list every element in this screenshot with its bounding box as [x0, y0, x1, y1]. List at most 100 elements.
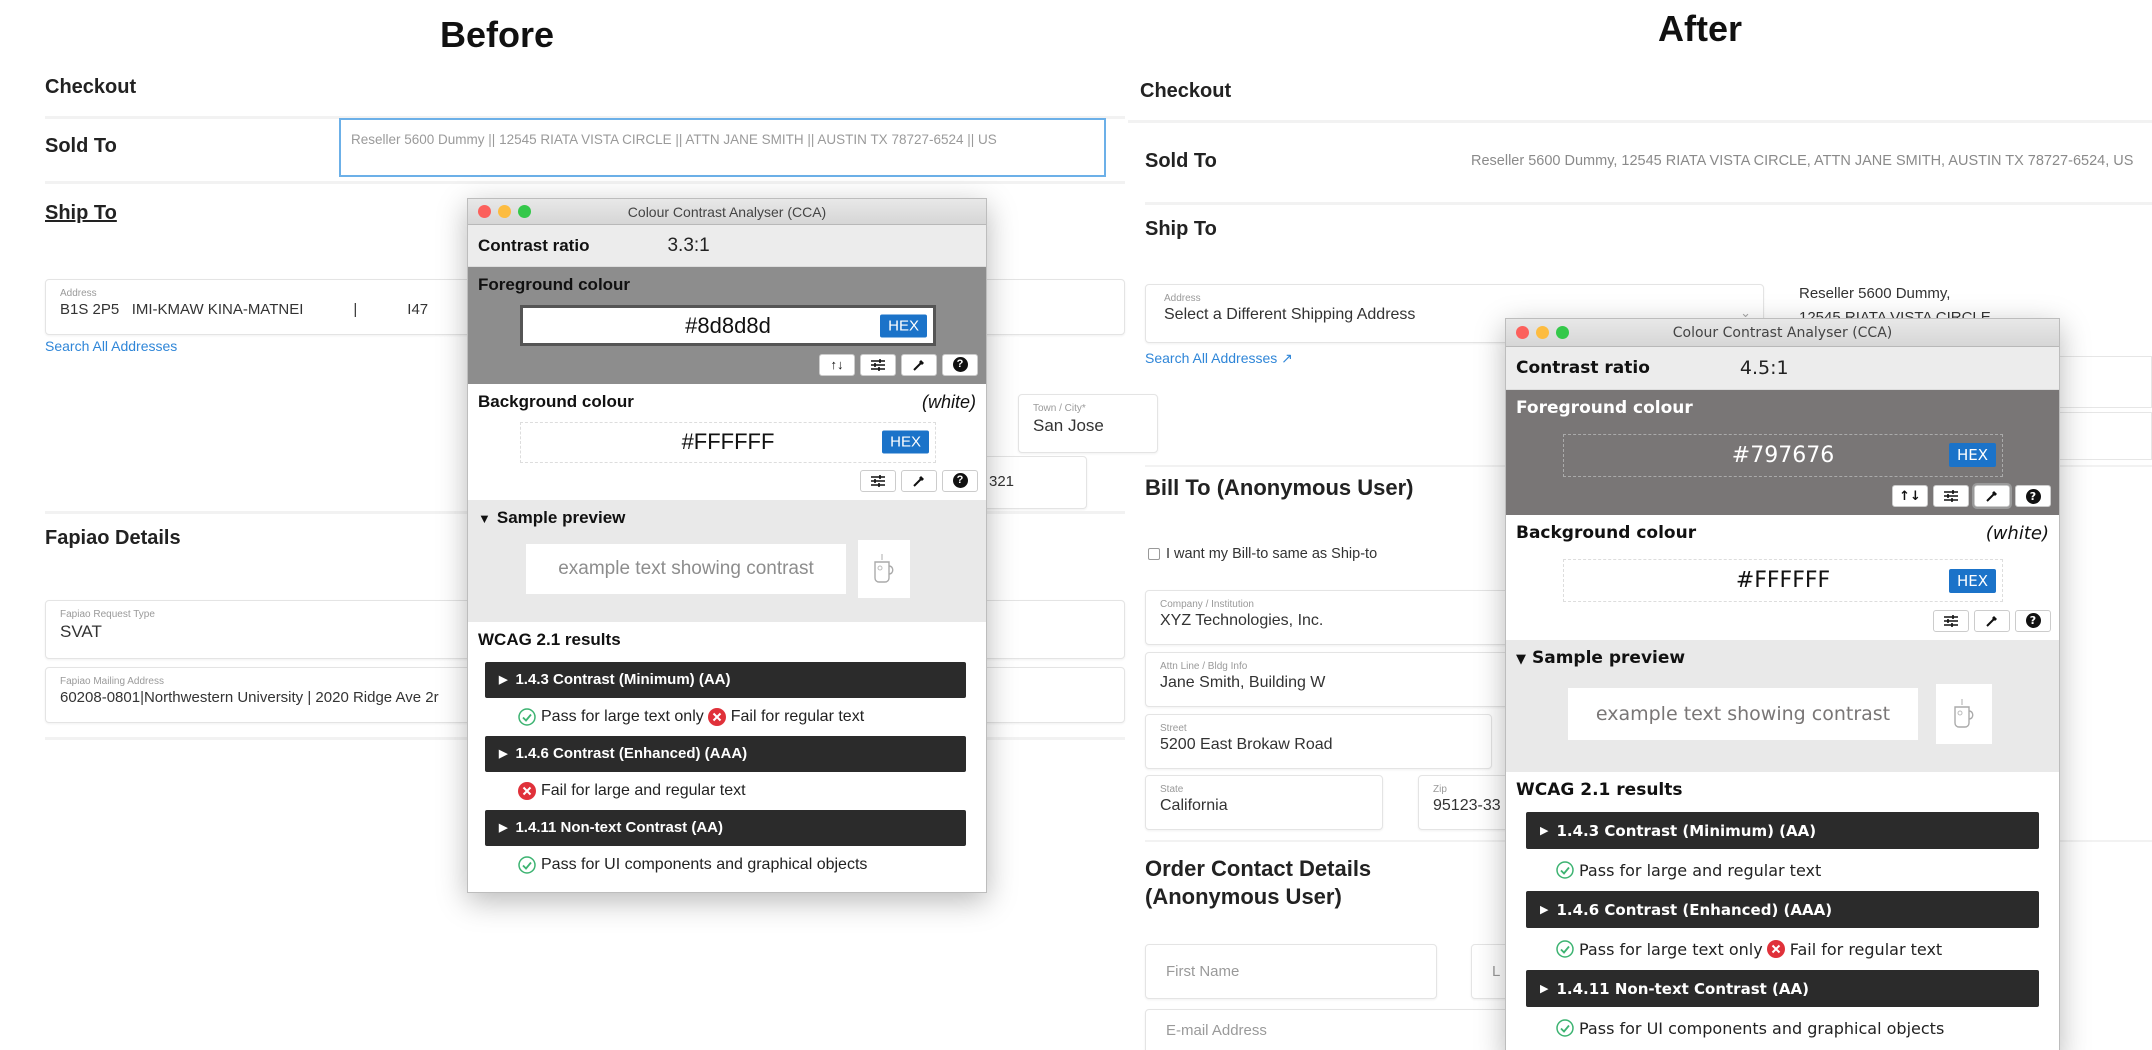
criterion-title: 1.4.3 Contrast (Minimum) (AA) — [1556, 821, 1817, 840]
eyedropper-icon[interactable] — [1972, 483, 2012, 510]
town-city-value: San Jose — [1033, 416, 1104, 435]
foreground-label: Foreground colour — [478, 275, 631, 295]
attn-label: Attn Line / Bldg Info — [1160, 661, 1248, 672]
foreground-tools: ↑↓ ? — [819, 353, 978, 376]
divider — [1145, 202, 2152, 205]
result-text: Fail for regular text — [730, 707, 865, 725]
eyedropper-icon[interactable] — [1974, 609, 2010, 632]
result-text: Pass for large and regular text — [1579, 860, 1822, 880]
cup-icon — [1936, 683, 1992, 744]
format-hex-button[interactable]: HEX — [882, 430, 929, 454]
sample-preview-toggle[interactable]: ▼ Sample preview — [1516, 648, 1685, 668]
criterion-header[interactable]: ▶ 1.4.3 Contrast (Minimum) (AA) — [1526, 812, 2039, 849]
background-label: Background colour — [1516, 523, 1697, 544]
format-hex-button[interactable]: HEX — [1948, 568, 1996, 593]
result-text: Fail for large and regular text — [541, 781, 746, 799]
background-color-input[interactable]: #FFFFFF HEX — [520, 421, 936, 463]
result-item: Fail for large and regular text — [518, 781, 746, 800]
foreground-color-input[interactable]: #8d8d8d HEX — [520, 305, 936, 347]
divider — [45, 181, 1125, 184]
town-city-field[interactable]: Town / City* San Jose — [1018, 394, 1158, 453]
criterion-header[interactable]: ▶ 1.4.11 Non-text Contrast (AA) — [485, 809, 966, 846]
minimize-button[interactable] — [498, 205, 511, 218]
criterion-title: 1.4.11 Non-text Contrast (AA) — [515, 819, 724, 837]
eyedropper-icon[interactable] — [901, 469, 937, 492]
pass-check-icon — [518, 856, 536, 874]
ship-to-title: Ship To — [45, 202, 117, 224]
same-as-ship-checkbox[interactable] — [1148, 548, 1160, 560]
company-value: XYZ Technologies, Inc. — [1160, 612, 1324, 629]
street-label: Street — [1160, 723, 1187, 734]
contrast-ratio-row: Contrast ratio 4.5:1 — [1506, 347, 2059, 390]
close-button[interactable] — [1516, 326, 1529, 339]
close-button[interactable] — [478, 205, 491, 218]
minimize-button[interactable] — [1536, 326, 1549, 339]
cca-title-bar[interactable]: Colour Contrast Analyser (CCA) — [1506, 319, 2059, 347]
fail-x-icon — [1766, 940, 1785, 958]
cca-title-bar[interactable]: Colour Contrast Analyser (CCA) — [468, 199, 986, 225]
sliders-icon[interactable] — [860, 469, 896, 492]
pass-check-icon — [1556, 940, 1574, 958]
address-value: B1S 2P5 IMI-KMAW KINA-MATNEI | I47 — [60, 301, 429, 318]
search-all-addresses-link[interactable]: Search All Addresses — [45, 338, 178, 354]
sold-to-value: Reseller 5600 Dummy, 12545 RIATA VISTA C… — [1471, 153, 2134, 169]
background-section: Background colour (white) #FFFFFF HEX ? — [1506, 515, 2059, 640]
shipping-address-select[interactable]: Address Select a Different Shipping Addr… — [1145, 284, 1764, 343]
foreground-section: Foreground colour #797676 HEX ↑↓ ? — [1506, 389, 2059, 516]
sliders-icon[interactable] — [1933, 609, 1969, 632]
disclosure-triangle-icon: ▶ — [499, 748, 508, 761]
company-field[interactable]: Company / Institution XYZ Technologies, … — [1145, 590, 1545, 645]
street-field[interactable]: Street 5200 East Brokaw Road — [1145, 714, 1492, 769]
address-label: Address — [60, 288, 97, 299]
town-city-label: Town / City* — [1033, 403, 1086, 414]
criterion-header[interactable]: ▶ 1.4.11 Non-text Contrast (AA) — [1526, 970, 2039, 1007]
criterion-header[interactable]: ▶ 1.4.3 Contrast (Minimum) (AA) — [485, 661, 966, 698]
first-name-input[interactable]: First Name — [1145, 944, 1437, 999]
help-icon[interactable]: ? — [2015, 609, 2051, 632]
wcag-results-section: WCAG 2.1 results ▶ 1.4.3 Contrast (Minimu… — [468, 621, 986, 892]
background-color-input[interactable]: #FFFFFF HEX — [1563, 559, 2003, 603]
result-item: Pass for UI components and graphical obj… — [1556, 1019, 1944, 1038]
eyedropper-icon[interactable] — [901, 353, 937, 376]
wcag-results-section: WCAG 2.1 results ▶ 1.4.3 Contrast (Minimu… — [1506, 772, 2059, 1050]
disclosure-triangle-icon: ▶ — [499, 822, 508, 835]
pass-check-icon — [1556, 861, 1574, 879]
sliders-icon[interactable] — [860, 353, 896, 376]
swap-colours-icon[interactable]: ↑↓ — [819, 353, 855, 376]
format-hex-button[interactable]: HEX — [880, 314, 927, 338]
foreground-color-input[interactable]: #797676 HEX — [1563, 433, 2003, 477]
criterion-header[interactable]: ▶ 1.4.6 Contrast (Enhanced) (AAA) — [485, 735, 966, 772]
disclosure-triangle-icon: ▶ — [499, 674, 508, 687]
disclosure-triangle-icon: ▶ — [1540, 982, 1549, 995]
postal-value: 321 — [989, 473, 1015, 490]
foreground-hex-value: #8d8d8d — [685, 312, 771, 338]
cca-window-before[interactable]: Colour Contrast Analyser (CCA) Contrast … — [467, 198, 987, 893]
criterion-header[interactable]: ▶ 1.4.6 Contrast (Enhanced) (AAA) — [1526, 891, 2039, 928]
cca-window-after[interactable]: Colour Contrast Analyser (CCA) Contrast … — [1505, 318, 2060, 1050]
search-all-addresses-link[interactable]: Search All Addresses ↗ — [1145, 350, 1293, 366]
help-icon[interactable]: ? — [942, 469, 978, 492]
help-icon[interactable]: ? — [2015, 485, 2051, 508]
same-as-ship-row[interactable]: I want my Bill-to same as Ship-to — [1148, 546, 1377, 562]
background-colour-name: (white) — [921, 391, 976, 412]
help-icon[interactable]: ? — [942, 353, 978, 376]
state-field[interactable]: State California — [1145, 775, 1383, 830]
background-tools: ? — [1933, 609, 2051, 632]
sample-text-box: example text showing contrast — [526, 543, 846, 594]
format-hex-button[interactable]: HEX — [1948, 443, 1996, 468]
sample-preview-section: ▼ Sample preview example text showing con… — [1506, 639, 2059, 772]
attn-field[interactable]: Attn Line / Bldg Info Jane Smith, Buildi… — [1145, 652, 1545, 707]
sliders-icon[interactable] — [1933, 485, 1969, 508]
sold-to-input[interactable]: Reseller 5600 Dummy || 12545 RIATA VISTA… — [339, 118, 1106, 177]
result-text: Fail for regular text — [1789, 939, 1943, 959]
sample-preview-toggle[interactable]: ▼ Sample preview — [478, 508, 625, 527]
criterion-title: 1.4.3 Contrast (Minimum) (AA) — [515, 671, 731, 689]
background-colour-name: (white) — [1985, 523, 2049, 545]
sold-to-label: Sold To — [45, 135, 117, 157]
swap-colours-icon[interactable]: ↑↓ — [1892, 485, 1928, 508]
criterion-title: 1.4.11 Non-text Contrast (AA) — [1556, 979, 1809, 998]
result-text: Pass for UI components and graphical obj… — [1579, 1018, 1945, 1038]
cca-title: Colour Contrast Analyser (CCA) — [1672, 325, 1893, 341]
zoom-button[interactable] — [1556, 326, 1569, 339]
zoom-button[interactable] — [518, 205, 531, 218]
